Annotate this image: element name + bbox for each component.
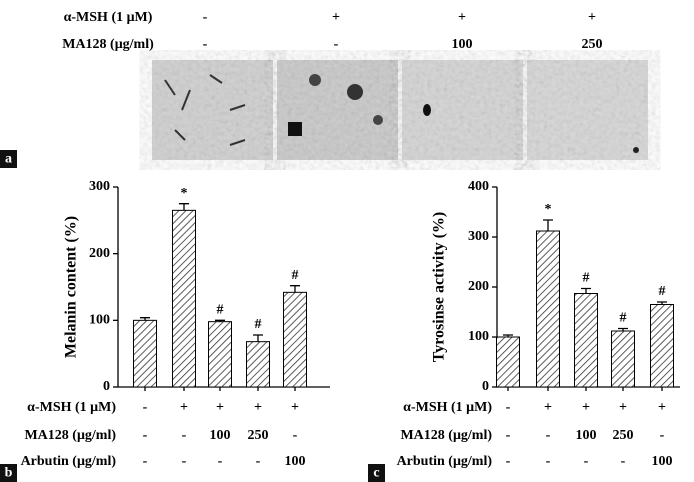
annotation: #	[659, 284, 666, 299]
condition-value: -	[506, 400, 511, 415]
error-bar	[543, 219, 553, 231]
panel-label: b	[5, 466, 13, 481]
condition-value: -	[182, 454, 187, 469]
panel-label: a	[5, 152, 12, 167]
y-tick-label: 100	[468, 329, 489, 344]
annotation: #	[255, 317, 262, 332]
bar	[172, 209, 196, 388]
condition-value: -	[293, 428, 298, 443]
row-value: +	[332, 10, 340, 25]
row-value: +	[458, 10, 466, 25]
error-bar	[140, 317, 150, 321]
condition-value: 100	[652, 454, 673, 469]
row-label: α-MSH (1 μM)	[64, 10, 153, 25]
panel-label: c	[373, 466, 379, 481]
condition-value: -	[506, 428, 511, 443]
y-axis-label: Tyrosinse activity (%)	[431, 212, 448, 363]
condition-value: +	[180, 400, 188, 415]
condition-value: 100	[285, 454, 306, 469]
bar	[536, 230, 560, 388]
condition-label: α-MSH (1 μM)	[27, 400, 116, 415]
condition-value: +	[216, 400, 224, 415]
y-tick-label: 100	[89, 313, 110, 328]
condition-label: Arbutin (μg/ml)	[397, 454, 493, 469]
condition-label: MA128 (μg/ml)	[400, 428, 492, 443]
error-bar	[290, 285, 300, 293]
row-value: -	[203, 37, 208, 52]
row-value: +	[588, 10, 596, 25]
row-value: 100	[452, 37, 473, 52]
error-bar	[503, 334, 513, 337]
annotation: #	[292, 268, 299, 283]
condition-value: -	[143, 454, 148, 469]
panel-label-box	[0, 464, 17, 482]
panel-label-box	[368, 464, 385, 482]
error-bar	[618, 327, 628, 331]
y-tick-label: 300	[89, 179, 110, 194]
bar	[496, 336, 520, 388]
error-bar	[253, 334, 263, 342]
y-axis-label: Melanin content (%)	[63, 216, 80, 358]
condition-value: 100	[576, 428, 597, 443]
condition-value: 250	[248, 428, 269, 443]
row-label: MA128 (μg/ml)	[62, 37, 154, 52]
condition-value: 100	[210, 428, 231, 443]
y-tick-label: 200	[468, 279, 489, 294]
bar	[246, 341, 270, 388]
condition-value: -	[546, 454, 551, 469]
condition-value: -	[584, 454, 589, 469]
y-tick-label: 0	[482, 379, 489, 394]
condition-value: -	[218, 454, 223, 469]
error-bar	[581, 287, 591, 294]
condition-value: -	[182, 428, 187, 443]
row-value: 250	[582, 37, 603, 52]
condition-value: +	[544, 400, 552, 415]
condition-value: +	[254, 400, 262, 415]
bar	[574, 293, 598, 388]
bar	[133, 319, 157, 388]
condition-value: 250	[613, 428, 634, 443]
condition-value: +	[619, 400, 627, 415]
bar	[611, 330, 635, 388]
bar	[208, 321, 232, 388]
condition-value: -	[256, 454, 261, 469]
condition-value: +	[291, 400, 299, 415]
condition-label: α-MSH (1 μM)	[403, 400, 492, 415]
error-bar	[179, 203, 189, 211]
condition-label: MA128 (μg/ml)	[24, 428, 116, 443]
condition-value: +	[658, 400, 666, 415]
annotation: #	[217, 303, 224, 318]
panel-label-box	[0, 150, 17, 168]
annotation: *	[181, 186, 188, 201]
y-tick-label: 0	[103, 379, 110, 394]
condition-value: +	[582, 400, 590, 415]
error-bar	[657, 301, 667, 305]
row-value: -	[334, 37, 339, 52]
bar	[283, 291, 307, 388]
bar	[650, 304, 674, 388]
y-tick-label: 300	[468, 229, 489, 244]
condition-value: -	[506, 454, 511, 469]
annotation: #	[620, 311, 627, 326]
condition-value: -	[143, 428, 148, 443]
condition-label: Arbutin (μg/ml)	[21, 454, 117, 469]
row-value: -	[203, 10, 208, 25]
y-tick-label: 400	[468, 179, 489, 194]
condition-value: -	[660, 428, 665, 443]
micrographs	[152, 60, 648, 160]
annotation: *	[545, 202, 552, 217]
condition-value: -	[546, 428, 551, 443]
y-tick-label: 200	[89, 246, 110, 261]
condition-value: -	[143, 400, 148, 415]
annotation: #	[583, 271, 590, 286]
condition-value: -	[621, 454, 626, 469]
error-bar	[215, 319, 225, 322]
